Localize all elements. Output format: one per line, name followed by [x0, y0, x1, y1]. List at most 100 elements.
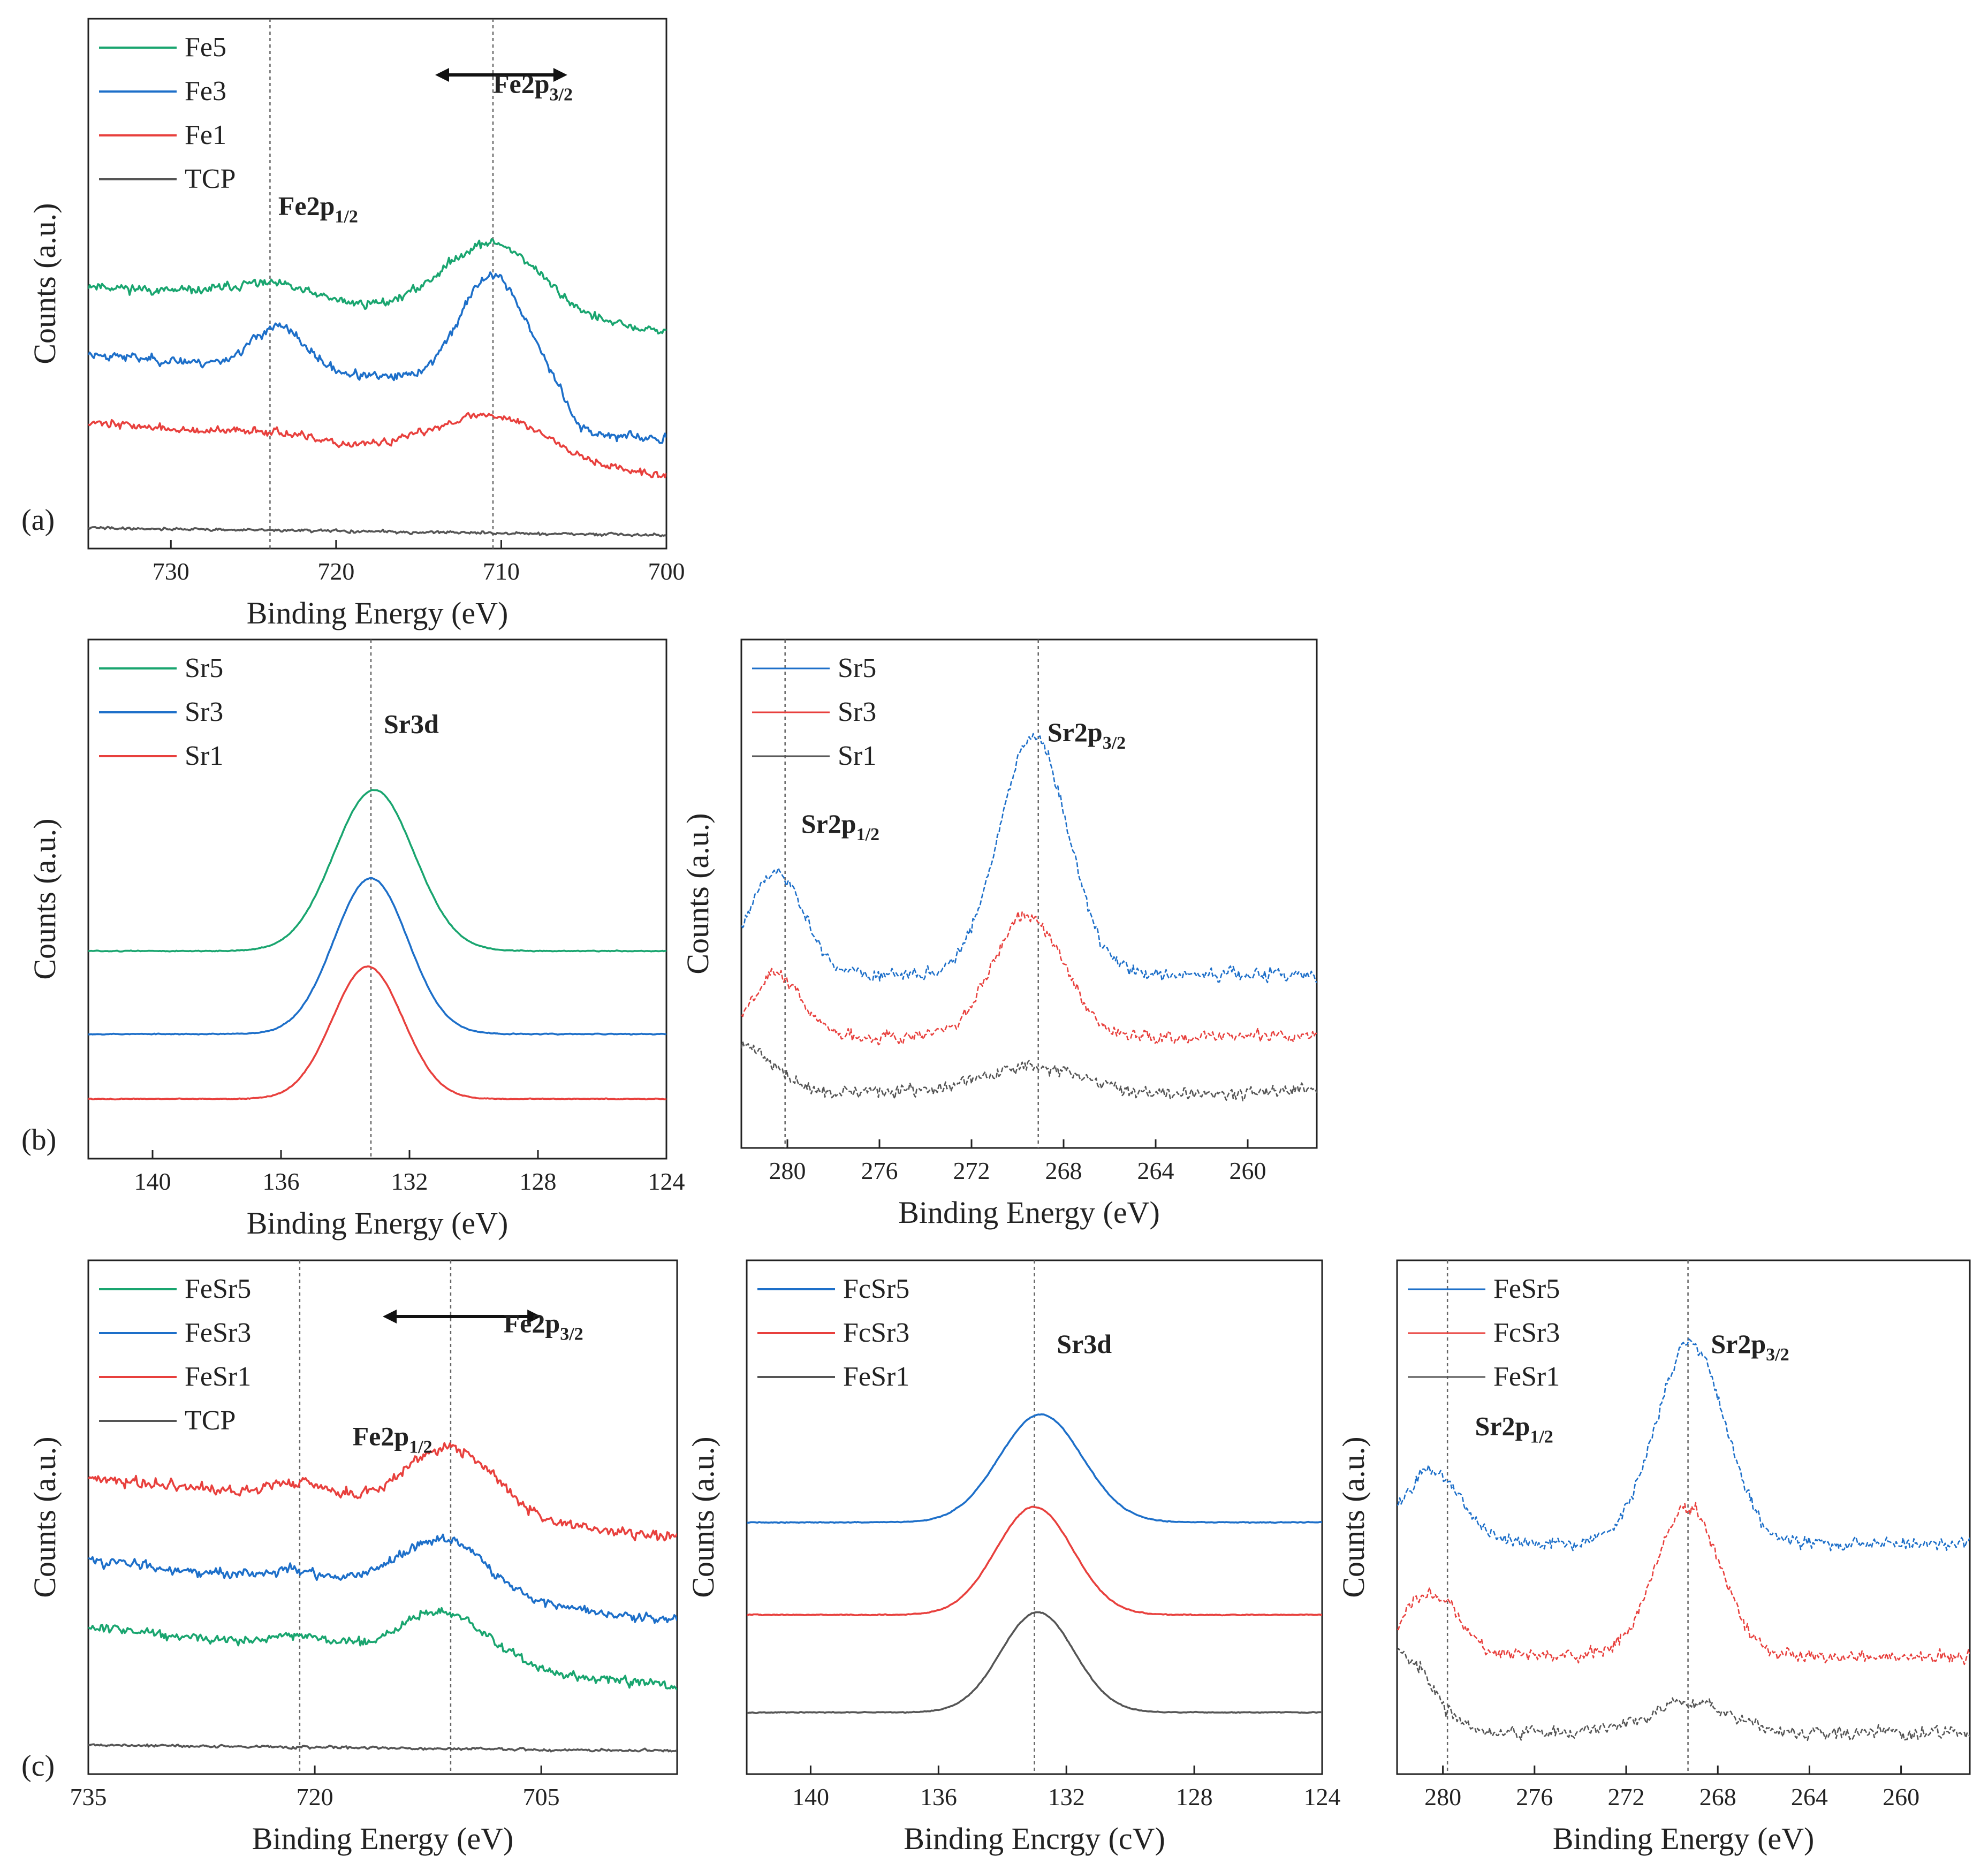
- x-tick-label: 730: [153, 558, 189, 585]
- peak-annotation: Fe2p1/2: [278, 191, 358, 226]
- series-line-sr3: [741, 910, 1317, 1046]
- legend-label-sr1: Sr1: [838, 741, 876, 771]
- legend-label-fe1: Fe1: [185, 120, 226, 150]
- x-tick-label: 124: [648, 1168, 685, 1195]
- shift-arrow-head-right: [553, 68, 567, 82]
- series-line-sr3: [88, 877, 666, 1036]
- x-tick-label: 128: [1176, 1783, 1213, 1810]
- x-tick-label: 710: [483, 558, 520, 585]
- series-line-sr5: [88, 789, 666, 953]
- legend-label-sr3: Sr3: [838, 697, 876, 727]
- series-line-tcp: [88, 1743, 677, 1753]
- peak-annotation: Sr2p1/2: [801, 809, 879, 844]
- series-line-fesr1: [88, 1442, 677, 1542]
- x-tick-label: 280: [1424, 1783, 1461, 1810]
- x-tick-label: 140: [134, 1168, 171, 1195]
- series-line-fesr1: [747, 1611, 1322, 1714]
- x-tick-label: 124: [1304, 1783, 1341, 1810]
- x-tick-label: 720: [317, 558, 354, 585]
- y-axis-title: Counts (a.u.): [686, 1436, 720, 1597]
- annotation-main: Sr2p: [801, 809, 856, 839]
- legend-label-fe3: Fe3: [185, 76, 226, 106]
- annotation-subscript: 3/2: [1766, 1345, 1789, 1365]
- series-line-fesr5: [1397, 1338, 1970, 1551]
- shift-arrow-head-left: [435, 68, 449, 82]
- annotation-main: Sr2p: [1048, 717, 1103, 747]
- legend-label-fcsr3: FcSr3: [843, 1318, 909, 1348]
- series-line-fe3: [88, 271, 666, 444]
- legend-label-sr3: Sr3: [185, 697, 223, 727]
- annotation-main: Fe2p: [278, 191, 335, 220]
- y-axis-title: Counts (a.u.): [27, 203, 62, 364]
- series-line-sr1: [88, 965, 666, 1101]
- legend-label-fesr1: FeSr1: [1493, 1361, 1560, 1392]
- legend-label-sr5: Sr5: [838, 653, 876, 683]
- annotation-main: Sr2p: [1475, 1411, 1530, 1441]
- peak-annotation: Fe2p3/2: [504, 1308, 583, 1344]
- series-line-fcsr5: [747, 1413, 1322, 1524]
- legend-label-fesr5: FeSr5: [185, 1274, 251, 1304]
- x-tick-label: 735: [70, 1783, 107, 1810]
- chart-c2: 140 136 132 128 124 Binding Encrgy (cV) Counts…: [686, 1259, 1341, 1856]
- x-tick-label: 268: [1045, 1157, 1082, 1184]
- panel-tag-b: (b): [21, 1123, 56, 1157]
- annotation-main: Sr2p: [1711, 1329, 1766, 1359]
- x-tick-label: 720: [297, 1783, 333, 1810]
- legend-label-fesr1: FeSr1: [843, 1361, 909, 1392]
- x-tick-label: 272: [953, 1157, 990, 1184]
- x-axis-title: Binding Energy (eV): [898, 1195, 1160, 1230]
- legend-label-fcsr5: FcSr5: [843, 1274, 909, 1304]
- peak-annotation: Fe2p1/2: [353, 1421, 432, 1457]
- annotation-main: Fe2p: [504, 1308, 560, 1338]
- x-tick-label: 264: [1137, 1157, 1174, 1184]
- legend-label-fesr3: FeSr3: [185, 1318, 251, 1348]
- y-axis-title: Counts (a.u.): [27, 1436, 62, 1597]
- series-line-fesr1: [1397, 1648, 1970, 1741]
- annotation-subscript: 1/2: [409, 1437, 432, 1457]
- annotation-subscript: 3/2: [1103, 733, 1126, 753]
- x-tick-label: 132: [1048, 1783, 1085, 1810]
- series-line-sr5: [741, 733, 1317, 984]
- annotation-subscript: 3/2: [560, 1324, 583, 1344]
- series-line-fcsr3: [747, 1505, 1322, 1617]
- annotation-main: Sr3d: [384, 709, 439, 739]
- chart-c1: 735 720 705 Binding Energy (eV) Counts (a.u.…: [27, 1259, 678, 1856]
- y-axis-title: Counts (a.u.): [1336, 1436, 1371, 1597]
- annotation-subscript: 1/2: [856, 825, 879, 844]
- x-axis-title: Binding Energy (eV): [247, 1206, 509, 1241]
- plot-frame: [1396, 1259, 1971, 1775]
- x-tick-label: 280: [769, 1157, 806, 1184]
- plot-frame: [87, 1259, 678, 1775]
- series-line-fcsr3: [1397, 1502, 1970, 1665]
- legend-label-fcsr3: FcSr3: [1493, 1318, 1560, 1348]
- x-tick-label: 260: [1883, 1783, 1919, 1810]
- y-axis-title: Counts (a.u.): [680, 813, 715, 974]
- y-axis-title: Counts (a.u.): [27, 818, 62, 979]
- series-line-tcp: [88, 526, 666, 537]
- peak-annotation: Sr3d: [384, 709, 439, 739]
- x-tick-label: 276: [1516, 1783, 1553, 1810]
- x-tick-label: 276: [861, 1157, 898, 1184]
- annotation-subscript: 1/2: [335, 207, 358, 226]
- x-tick-label: 136: [920, 1783, 957, 1810]
- x-axis-title: Binding Energy (eV): [252, 1821, 514, 1856]
- shift-arrow-head-right: [527, 1310, 542, 1323]
- legend-label-sr5: Sr5: [185, 653, 223, 683]
- chart-a: 730 720 710 700 Binding Energy (eV) Counts (a…: [27, 18, 685, 630]
- x-tick-label: 268: [1699, 1783, 1736, 1810]
- x-tick-label: 705: [523, 1783, 560, 1810]
- x-axis-title: Binding Energy (eV): [1553, 1821, 1815, 1856]
- x-axis-title: Binding Encrgy (cV): [904, 1821, 1165, 1856]
- x-tick-label: 128: [520, 1168, 557, 1195]
- annotation-main: Fe2p: [493, 69, 550, 99]
- shift-arrow-head-left: [383, 1310, 397, 1323]
- plot-frame: [740, 638, 1318, 1149]
- series-line-fesr5: [88, 1607, 677, 1691]
- x-tick-label: 264: [1791, 1783, 1828, 1810]
- peak-annotation: Sr3d: [1057, 1329, 1112, 1359]
- peak-annotation: Fe2p3/2: [493, 69, 573, 105]
- peak-annotation: Sr2p3/2: [1711, 1329, 1789, 1365]
- panel-tag-c: (c): [21, 1749, 55, 1783]
